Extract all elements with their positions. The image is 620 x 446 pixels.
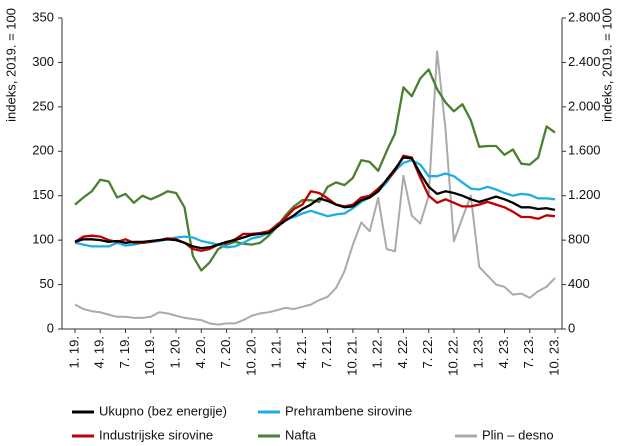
series-line bbox=[74, 154, 556, 252]
y-tick-label: 300 bbox=[32, 54, 54, 69]
x-tick-label: 7. 20. bbox=[218, 336, 233, 369]
y2-tick-label: 1.200 bbox=[568, 187, 601, 202]
x-tick-label: 10. 21. bbox=[344, 336, 359, 376]
y-tick-label: 350 bbox=[32, 9, 54, 24]
x-tick-label: 1. 19. bbox=[66, 336, 81, 369]
x-tick-label: 10. 23. bbox=[546, 336, 561, 376]
legend-label: Plin – desno bbox=[482, 427, 554, 442]
y-tick-label: 250 bbox=[32, 98, 54, 113]
series-line bbox=[74, 50, 556, 326]
y2-axis-label: indeks, 2019. = 100 bbox=[599, 8, 614, 122]
legend-label: Industrijske sirovine bbox=[99, 427, 213, 442]
x-tick-label: 7. 23. bbox=[521, 336, 536, 369]
x-tick-label: 7. 19. bbox=[117, 336, 132, 369]
y2-tick-label: 1.600 bbox=[568, 143, 601, 158]
y-tick-label: 50 bbox=[40, 276, 54, 291]
y-tick-label: 200 bbox=[32, 143, 54, 158]
x-tick-label: 1. 22. bbox=[370, 336, 385, 369]
x-tick-label: 1. 20. bbox=[167, 336, 182, 369]
y-tick-label: 100 bbox=[32, 232, 54, 247]
y2-tick-label: 2.000 bbox=[568, 98, 601, 113]
y-tick-label: 0 bbox=[47, 320, 54, 335]
y2-tick-label: 0 bbox=[568, 320, 575, 335]
y-axis-label: indeks, 2019. = 100 bbox=[3, 8, 18, 122]
series-line bbox=[74, 156, 556, 250]
y2-tick-label: 2.800 bbox=[568, 9, 601, 24]
x-tick-label: 10. 22. bbox=[445, 336, 460, 376]
y2-tick-label: 2.400 bbox=[568, 54, 601, 69]
x-tick-label: 4. 21. bbox=[294, 336, 309, 369]
x-tick-label: 10. 19. bbox=[142, 336, 157, 376]
legend-label: Nafta bbox=[285, 427, 317, 442]
x-tick-label: 10. 20. bbox=[243, 336, 258, 376]
x-tick-label: 4. 22. bbox=[395, 336, 410, 369]
legend-label: Ukupno (bez energije) bbox=[99, 403, 227, 418]
y2-tick-label: 400 bbox=[568, 276, 590, 291]
legend-label: Prehrambene sirovine bbox=[285, 403, 412, 418]
x-tick-label: 1. 21. bbox=[269, 336, 284, 369]
x-tick-label: 4. 20. bbox=[193, 336, 208, 369]
x-tick-label: 4. 23. bbox=[496, 336, 511, 369]
x-tick-label: 7. 22. bbox=[420, 336, 435, 369]
x-tick-label: 1. 23. bbox=[471, 336, 486, 369]
y-tick-label: 150 bbox=[32, 187, 54, 202]
y2-tick-label: 800 bbox=[568, 232, 590, 247]
x-tick-label: 7. 21. bbox=[319, 336, 334, 369]
x-tick-label: 4. 19. bbox=[92, 336, 107, 369]
